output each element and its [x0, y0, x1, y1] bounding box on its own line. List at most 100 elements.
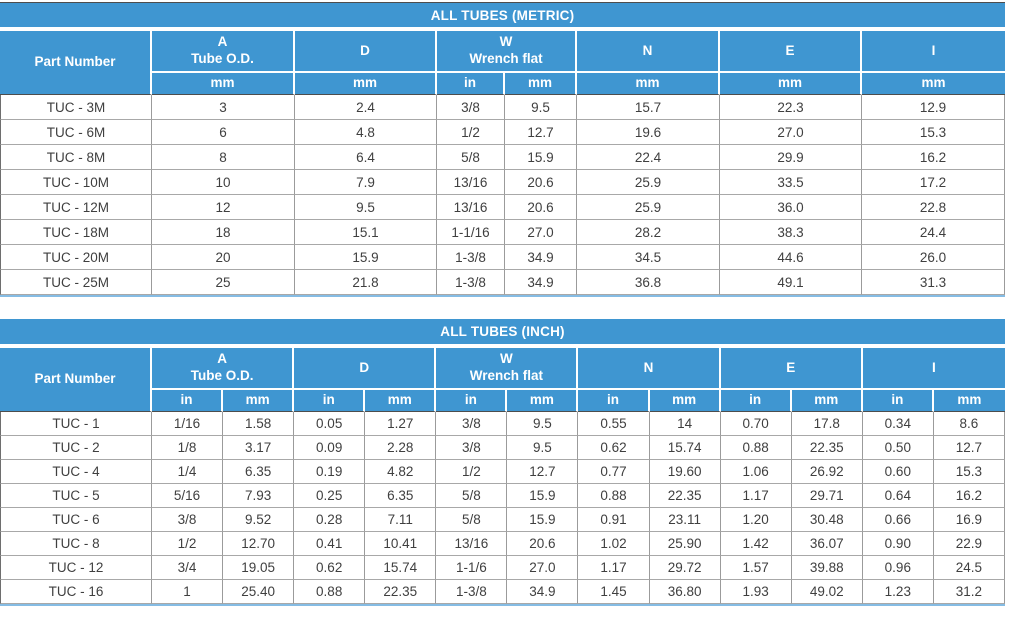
- value-cell: 39.88: [791, 556, 863, 580]
- value-cell: 25.9: [577, 195, 721, 220]
- header-row-units: in mm in mm in mm in mm in mm in mm: [0, 390, 1005, 412]
- value-cell: 36.07: [791, 532, 863, 556]
- value-cell: 21.8: [295, 270, 437, 295]
- value-cell: 17.2: [862, 170, 1006, 195]
- unit-header: mm: [720, 73, 863, 95]
- part-number-cell: TUC - 4: [0, 460, 152, 484]
- header-row-units: mm mm in mm mm mm mm: [0, 73, 1006, 95]
- column-header-d: D: [294, 348, 437, 390]
- table-row: TUC - 12M 12 9.5 13/16 20.6 25.9 36.0 22.8: [0, 195, 1006, 220]
- table-row: TUC - 3M 3 2.4 3/8 9.5 15.7 22.3 12.9: [0, 95, 1006, 120]
- column-header-part-number: Part Number: [0, 348, 152, 412]
- table-row: TUC - 12 3/4 19.05 0.62 15.74 1-1/6 27.0 1.17 29…: [0, 556, 1005, 580]
- value-cell: 30.48: [791, 508, 863, 532]
- column-header-i: I: [862, 31, 1006, 73]
- value-cell: 9.5: [295, 195, 437, 220]
- value-cell: 9.5: [505, 95, 578, 120]
- table-row: TUC - 1 1/16 1.58 0.05 1.27 3/8 9.5 0.55 14 0.70 1…: [0, 412, 1005, 436]
- value-cell: 0.62: [294, 556, 366, 580]
- table-row: TUC - 8M 8 6.4 5/8 15.9 22.4 29.9 16.2: [0, 145, 1006, 170]
- value-cell: 33.5: [720, 170, 863, 195]
- value-cell: 12: [152, 195, 295, 220]
- unit-header: in: [720, 390, 792, 412]
- part-number-cell: TUC - 3M: [0, 95, 152, 120]
- value-cell: 23.11: [649, 508, 721, 532]
- table-row: TUC - 18M 18 15.1 1-1/16 27.0 28.2 38.3 24.4: [0, 220, 1006, 245]
- value-cell: 49.02: [791, 580, 863, 604]
- value-cell: 7.11: [365, 508, 437, 532]
- value-cell: 0.62: [578, 436, 650, 460]
- value-cell: 13/16: [436, 532, 508, 556]
- value-cell: 27.0: [505, 220, 578, 245]
- value-cell: 25: [152, 270, 295, 295]
- column-header-e: E: [720, 31, 863, 73]
- value-cell: 36.8: [577, 270, 721, 295]
- value-cell: 1.93: [720, 580, 792, 604]
- value-cell: 0.50: [862, 436, 934, 460]
- value-cell: 19.60: [649, 460, 721, 484]
- column-header-i: I: [862, 348, 1005, 390]
- value-cell: 1.23: [862, 580, 934, 604]
- unit-header: mm: [152, 73, 295, 95]
- unit-header: in: [578, 390, 650, 412]
- value-cell: 20: [152, 245, 295, 270]
- value-cell: 1.17: [720, 484, 792, 508]
- value-cell: 6.4: [295, 145, 437, 170]
- part-number-cell: TUC - 10M: [0, 170, 152, 195]
- table-row: TUC - 25M 25 21.8 1-3/8 34.9 36.8 49.1 31.3: [0, 270, 1006, 295]
- value-cell: 0.64: [862, 484, 934, 508]
- unit-header: mm: [577, 73, 721, 95]
- value-cell: 8.6: [933, 412, 1005, 436]
- value-cell: 15.7: [577, 95, 721, 120]
- value-cell: 1.45: [578, 580, 650, 604]
- value-cell: 1/8: [152, 436, 224, 460]
- inch-table-header: Part Number A Tube O.D. D W Wrench flat …: [0, 348, 1005, 412]
- value-cell: 3/8: [152, 508, 224, 532]
- value-cell: 25.9: [577, 170, 721, 195]
- value-cell: 10: [152, 170, 295, 195]
- value-cell: 22.9: [933, 532, 1005, 556]
- value-cell: 0.77: [578, 460, 650, 484]
- value-cell: 6: [152, 120, 295, 145]
- inch-table-title: ALL TUBES (INCH): [0, 319, 1005, 344]
- value-cell: 1.58: [223, 412, 295, 436]
- value-cell: 18: [152, 220, 295, 245]
- unit-header: mm: [505, 73, 578, 95]
- value-cell: 22.35: [791, 436, 863, 460]
- part-number-cell: TUC - 25M: [0, 270, 152, 295]
- value-cell: 0.70: [720, 412, 792, 436]
- value-cell: 8: [152, 145, 295, 170]
- part-number-cell: TUC - 20M: [0, 245, 152, 270]
- value-cell: 6.35: [223, 460, 295, 484]
- value-cell: 0.60: [862, 460, 934, 484]
- value-cell: 1.20: [720, 508, 792, 532]
- value-cell: 44.6: [720, 245, 863, 270]
- value-cell: 0.88: [294, 580, 366, 604]
- value-cell: 28.2: [577, 220, 721, 245]
- value-cell: 9.5: [507, 412, 579, 436]
- column-header-w-wrench-flat: W Wrench flat: [436, 348, 579, 390]
- value-cell: 1-3/8: [437, 245, 505, 270]
- value-cell: 0.19: [294, 460, 366, 484]
- value-cell: 14: [649, 412, 721, 436]
- unit-header: in: [294, 390, 366, 412]
- value-cell: 15.3: [862, 120, 1006, 145]
- value-cell: 1/16: [152, 412, 224, 436]
- value-cell: 3/8: [436, 412, 508, 436]
- table-row: TUC - 16 1 25.40 0.88 22.35 1-3/8 34.9 1.45 36.8…: [0, 580, 1005, 604]
- value-cell: 1/2: [437, 120, 505, 145]
- catalog-page: ALL TUBES (METRIC) Part Number A Tube O.…: [0, 2, 1006, 606]
- value-cell: 15.74: [649, 436, 721, 460]
- part-number-cell: TUC - 2: [0, 436, 152, 460]
- value-cell: 5/8: [437, 145, 505, 170]
- part-number-cell: TUC - 16: [0, 580, 152, 604]
- value-cell: 1: [152, 580, 224, 604]
- value-cell: 0.25: [294, 484, 366, 508]
- value-cell: 22.8: [862, 195, 1006, 220]
- value-cell: 34.9: [505, 245, 578, 270]
- value-cell: 6.35: [365, 484, 437, 508]
- part-number-cell: TUC - 6: [0, 508, 152, 532]
- value-cell: 5/16: [152, 484, 224, 508]
- metric-table-body: TUC - 3M 3 2.4 3/8 9.5 15.7 22.3 12.9 TUC - 6M 6 4…: [0, 95, 1006, 295]
- value-cell: 15.9: [295, 245, 437, 270]
